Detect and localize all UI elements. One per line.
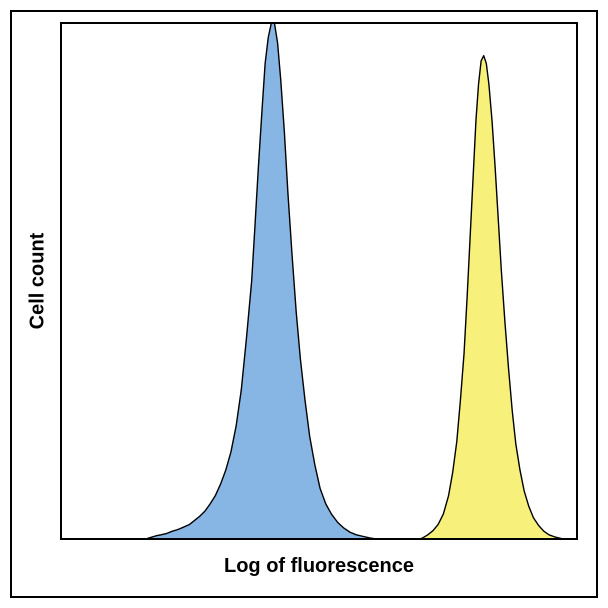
histogram-svg bbox=[60, 22, 578, 540]
plot-area bbox=[60, 22, 578, 540]
y-axis-label: Cell count bbox=[27, 233, 50, 330]
x-axis-label: Log of fluorescence bbox=[224, 555, 414, 578]
